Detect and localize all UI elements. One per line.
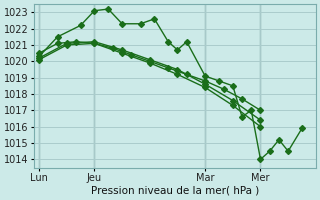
X-axis label: Pression niveau de la mer( hPa ): Pression niveau de la mer( hPa ): [91, 186, 259, 196]
